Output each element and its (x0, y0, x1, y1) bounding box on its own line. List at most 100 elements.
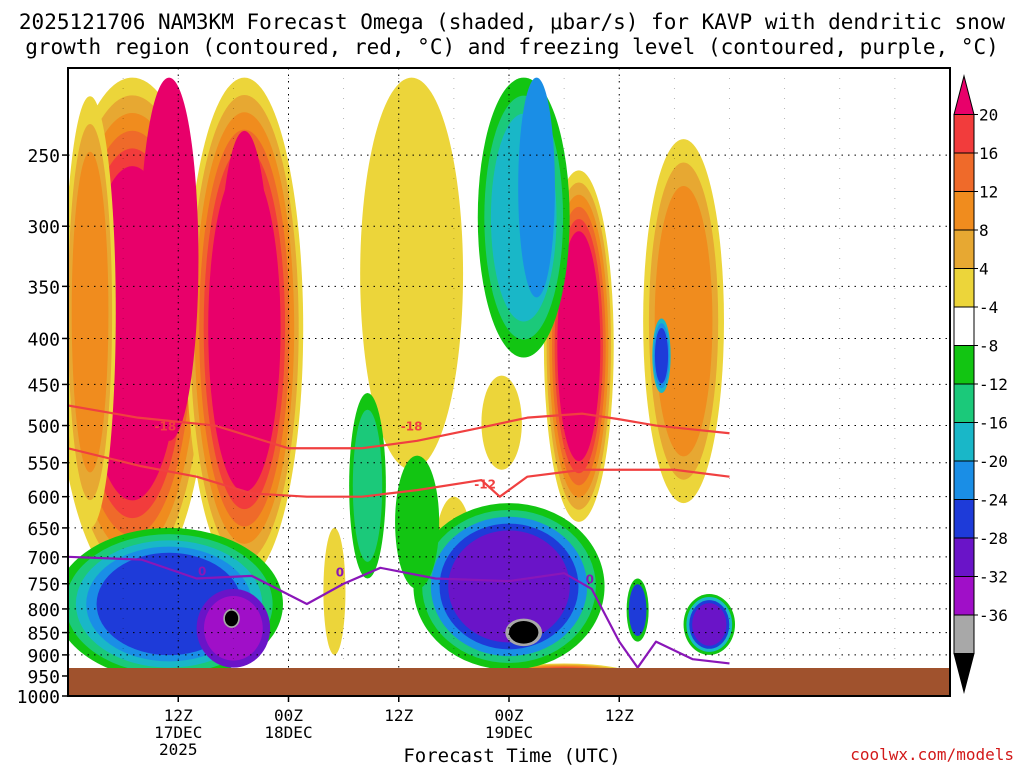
descent-low-4-level (628, 584, 647, 636)
colorbar-swatch (953, 576, 975, 616)
y-tick-label: 400 (27, 329, 60, 350)
y-tick-label: 250 (27, 146, 60, 167)
colorbar-label: -4 (979, 298, 998, 317)
colorbar-swatch (953, 345, 975, 385)
y-axis: 2503003504004505005506006507007508008509… (17, 146, 68, 708)
colorbar-label: 16 (979, 144, 998, 163)
y-tick-label: 300 (27, 217, 60, 238)
colorbar-swatch (953, 306, 975, 346)
colorbar-bottom-arrow (953, 653, 975, 694)
ascent-edge-west-level (71, 151, 109, 473)
contour-label: -18 (155, 420, 177, 434)
y-tick-label: 500 (27, 417, 60, 438)
colorbar-swatch (953, 422, 975, 462)
descent-low-3-level (692, 603, 727, 646)
y-tick-label: 550 (27, 454, 60, 475)
weak-ascent-c (323, 527, 346, 655)
x-tick-label: 00Z (495, 706, 524, 725)
descent-low-1-core (196, 588, 271, 668)
colorbar-swatch (953, 268, 975, 308)
contour-0 (68, 555, 730, 669)
descent-upper-core-level (518, 77, 555, 298)
descent-low-2 (413, 503, 605, 670)
colorbar-label: 8 (979, 221, 989, 240)
colorbar-swatch (953, 152, 975, 192)
colorbar-swatch (953, 114, 975, 154)
colorbar-swatch (953, 383, 975, 423)
colorbar-swatch (953, 191, 975, 231)
contour--12 (68, 447, 730, 498)
ascent-edge-west (68, 96, 116, 528)
x-tick-label: 18DEC (264, 723, 312, 742)
descent-upper-core (518, 77, 555, 298)
ascent-core-2-inner (218, 130, 271, 470)
contour-label: -12 (474, 477, 496, 491)
ground-layer (68, 668, 950, 696)
y-tick-label: 600 (27, 488, 60, 509)
descent-narrow-1-level (654, 328, 669, 384)
descent-low-3 (683, 594, 736, 655)
descent-mid-level (352, 409, 383, 562)
descent-low-2-level (448, 530, 570, 643)
colorbar-label: -36 (979, 606, 1008, 625)
colorbar-label: 20 (979, 106, 998, 125)
x-tick-label: 00Z (274, 706, 303, 725)
colorbar-label: -12 (979, 375, 1008, 394)
ascent-core-1-inner-level (139, 77, 199, 441)
contour-label: 0 (586, 573, 594, 587)
y-tick-label: 350 (27, 277, 60, 298)
colorbar-label: -8 (979, 337, 998, 356)
contour-label: 0 (336, 566, 344, 580)
descent-low-4 (626, 578, 649, 642)
x-tick-label: 12Z (384, 706, 413, 725)
colorbar-swatch (953, 614, 975, 654)
colorbar-label: -28 (979, 529, 1008, 548)
descent-mid-b-level (395, 455, 440, 589)
colorbar-swatch (953, 537, 975, 577)
contour-lines: -18 -18 -12 0 0 0 (68, 404, 730, 669)
colorbar: 20 16 12 8 4 -4 -8 -12 -16 -20 -24 -28 -32 -36 (953, 74, 1008, 694)
colorbar-label: -20 (979, 452, 1008, 471)
colorbar-swatch (953, 460, 975, 500)
y-tick-label: 900 (27, 646, 60, 667)
contour--18 (68, 404, 730, 450)
colorbar-label: 4 (979, 260, 989, 279)
x-tick-label: 12Z (605, 706, 634, 725)
chart-title-line-1: 2025121706 NAM3KM Forecast Omega (shaded… (18, 10, 1006, 34)
omega-shading (68, 77, 736, 693)
weak-ascent-mid-level (360, 77, 464, 470)
credit-text[interactable]: coolwx.com/models (850, 745, 1014, 764)
y-tick-label: 800 (27, 600, 60, 621)
x-tick-label: 12Z (164, 706, 193, 725)
y-tick-label: 950 (27, 667, 60, 688)
contour-label: -18 (401, 420, 423, 434)
y-tick-label: 650 (27, 519, 60, 540)
chart-title-line-2: growth region (contoured, red, °C) and f… (25, 35, 999, 59)
y-tick-label: 700 (27, 548, 60, 569)
x-tick-label: 17DEC (154, 723, 202, 742)
colorbar-label: 12 (979, 183, 998, 202)
descent-mid-b (395, 455, 440, 589)
y-tick-label: 1000 (17, 687, 60, 708)
ascent-core-4 (643, 139, 724, 504)
contour-label: 0 (198, 565, 206, 579)
descent-low-1-max-level (224, 610, 239, 627)
y-tick-label: 450 (27, 375, 60, 396)
x-tick-label: 2025 (159, 740, 198, 759)
weak-ascent-c-level (323, 527, 346, 655)
x-tick-label: 19DEC (485, 723, 533, 742)
colorbar-label: -32 (979, 568, 1008, 587)
colorbar-swatch (953, 229, 975, 269)
weak-ascent-mid (360, 77, 464, 470)
ascent-core-2-inner-level (218, 130, 271, 470)
colorbar-top-arrow (953, 74, 975, 115)
ascent-core-1-inner (139, 77, 199, 441)
colorbar-label: -16 (979, 414, 1008, 433)
colorbar-swatch (953, 499, 975, 539)
descent-mid (349, 392, 386, 579)
y-tick-label: 750 (27, 575, 60, 596)
descent-narrow-1 (652, 318, 671, 393)
ascent-core-3-level (557, 231, 601, 462)
